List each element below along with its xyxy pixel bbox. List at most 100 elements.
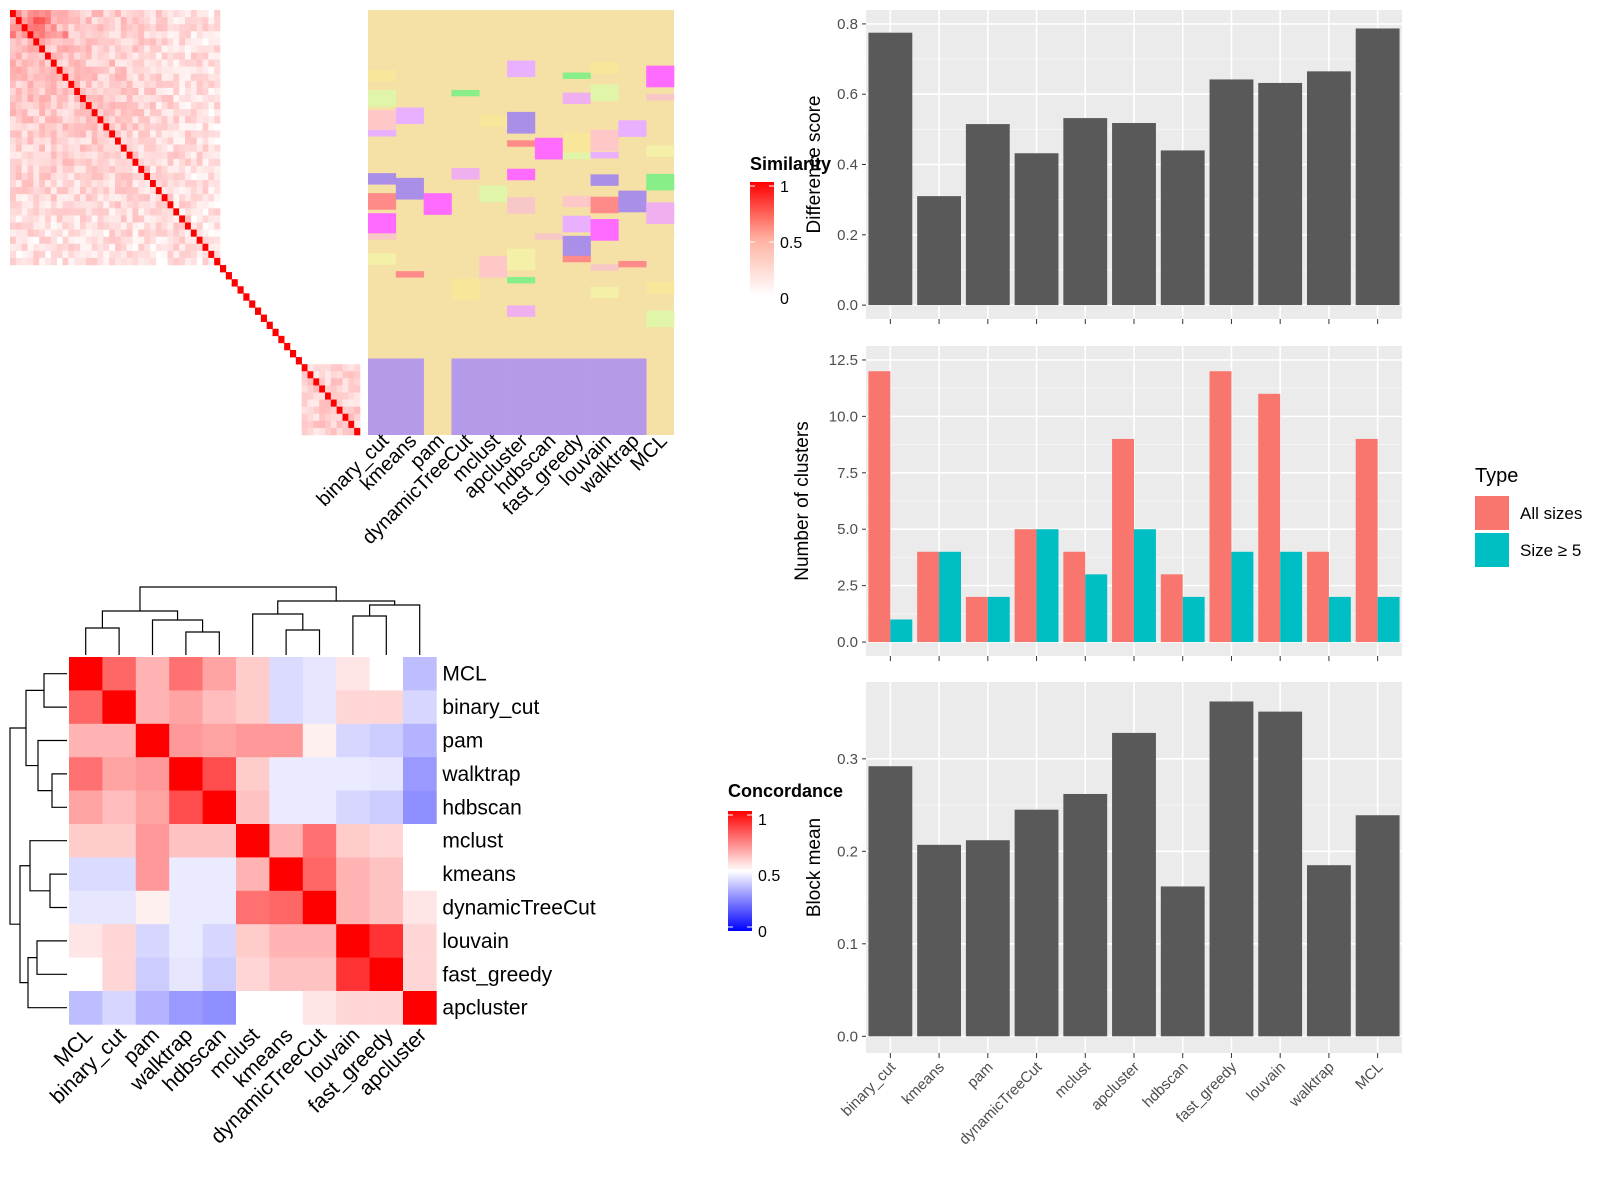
bar-size-ge-5 (1328, 596, 1351, 643)
similarity-cell (68, 222, 75, 230)
similarity-cell (185, 109, 192, 117)
similarity-cell (155, 80, 162, 89)
concordance-cell (302, 824, 337, 858)
similarity-cell (150, 130, 157, 138)
similarity-cell (39, 66, 46, 75)
legend-label-all-sizes: All sizes (1520, 504, 1582, 523)
similarity-cell (150, 151, 157, 160)
similarity-cell (39, 123, 46, 131)
similarity-cell (144, 17, 151, 25)
similarity-cell (301, 420, 308, 429)
similarity-cell (167, 187, 174, 195)
similarity-cell (202, 123, 209, 131)
similarity-cell (103, 17, 110, 25)
similarity-cell (126, 222, 133, 230)
similarity-cell (33, 187, 40, 195)
concordance-row-label: apcluster (442, 997, 527, 1020)
similarity-cell (132, 45, 139, 53)
similarity-cell (80, 144, 87, 152)
similarity-cell (74, 172, 81, 181)
concordance-cell (102, 757, 137, 791)
similarity-cell (144, 73, 151, 82)
similarity-cell (132, 194, 139, 202)
similarity-cell (15, 95, 22, 103)
dendrogram-link (43, 673, 67, 708)
similarity-cell (10, 194, 17, 202)
similarity-cell (138, 102, 145, 110)
similarity-cell (138, 187, 145, 195)
similarity-cell (33, 24, 40, 32)
similarity-cell (155, 102, 162, 110)
bar-size-ge-5 (1085, 574, 1108, 643)
similarity-cell (150, 215, 157, 223)
similarity-cell (237, 286, 244, 294)
similarity-cell (27, 102, 34, 110)
similarity-cell (161, 80, 168, 89)
annotation-cluster-segment (534, 137, 564, 160)
similarity-cell (185, 52, 192, 60)
annotation-cluster-segment (562, 235, 591, 258)
concordance-cell (169, 857, 203, 892)
similarity-cell (68, 201, 75, 209)
similarity-cell (10, 123, 17, 131)
annotation-cluster-block (562, 358, 591, 435)
similarity-cell (155, 151, 162, 160)
similarity-cell (313, 364, 320, 372)
similarity-cell (132, 172, 139, 181)
annotation-cluster-segment (646, 310, 675, 328)
similarity-cell (138, 229, 145, 237)
similarity-cell (115, 10, 122, 18)
concordance-cell (302, 657, 337, 691)
similarity-cell (109, 201, 116, 209)
similarity-cell (80, 257, 87, 266)
similarity-cell (21, 208, 28, 216)
concordance-cell (202, 924, 237, 958)
similarity-cell (196, 80, 203, 89)
dendrogram-link (27, 957, 67, 1009)
similarity-cell (132, 59, 139, 67)
similarity-cell (138, 215, 145, 223)
similarity-cell (126, 80, 133, 89)
x-tick-label: dynamicTreeCut (956, 1058, 1046, 1148)
similarity-cell (132, 137, 139, 145)
concordance-cell (135, 857, 170, 892)
similarity-cell (202, 130, 209, 138)
similarity-cell (173, 130, 180, 138)
similarity-cell (348, 399, 355, 407)
similarity-cell (80, 130, 87, 138)
similarity-cell (91, 201, 98, 209)
similarity-cell (103, 45, 110, 53)
dendrogram-link (369, 604, 421, 655)
similarity-cell (39, 59, 46, 67)
similarity-cell (150, 109, 157, 117)
similarity-cell (109, 215, 116, 223)
similarity-cell (126, 95, 133, 103)
similarity-cell (15, 24, 22, 32)
similarity-cell (348, 371, 355, 379)
similarity-cell (161, 151, 168, 160)
similarity-cell (179, 116, 186, 124)
similarity-cell (202, 59, 209, 67)
similarity-cell (202, 158, 209, 167)
annotation-cluster-block (395, 358, 424, 435)
similarity-cell (208, 87, 215, 96)
bar-size-ge-5 (1377, 596, 1400, 643)
similarity-cell (150, 31, 157, 39)
similarity-cell (39, 130, 46, 138)
similarity-cell (196, 130, 203, 138)
similarity-cell (50, 236, 57, 245)
similarity-cell (27, 194, 34, 202)
similarity-cell (97, 73, 104, 82)
similarity-cell (120, 31, 127, 39)
similarity-cell (196, 45, 203, 53)
similarity-cell (80, 24, 87, 32)
similarity-cell (132, 201, 139, 209)
annotation-cluster-segment (534, 233, 564, 240)
similarity-cell (155, 38, 162, 46)
annotation-cluster-segment (590, 219, 619, 241)
similarity-cell (155, 31, 162, 39)
similarity-cell (80, 243, 87, 252)
similarity-cell (336, 406, 343, 415)
similarity-cell (144, 116, 151, 124)
similarity-cell (132, 250, 139, 259)
